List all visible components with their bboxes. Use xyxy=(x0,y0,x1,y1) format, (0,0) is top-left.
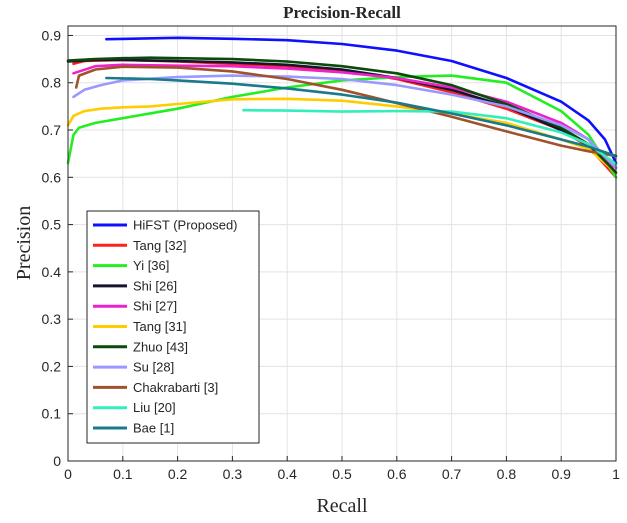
legend-entry-label: HiFST (Proposed) xyxy=(133,218,238,233)
y-tick-label: 0.8 xyxy=(42,75,62,91)
legend-entry-label: Shi [26] xyxy=(133,278,177,293)
series-line-3 xyxy=(66,58,618,170)
legend-entry-label: Tang [31] xyxy=(133,319,187,334)
series-lines xyxy=(66,36,618,179)
chart-title: Precision-Recall xyxy=(283,3,401,22)
legend-entry-label: Chakrabarti [3] xyxy=(133,380,218,395)
series-line-6 xyxy=(66,56,618,174)
series-line-10 xyxy=(105,76,618,158)
legend-entry-label: Liu [20] xyxy=(133,400,176,415)
legend-entry-label: Bae [1] xyxy=(133,421,174,436)
x-tick-label: 0.1 xyxy=(113,466,133,482)
series-line-9 xyxy=(242,108,618,166)
series-line-2 xyxy=(66,74,618,179)
legend-entry-label: Yi [36] xyxy=(133,258,169,273)
y-tick-label: 0.9 xyxy=(42,27,62,43)
series-line-0 xyxy=(105,36,618,165)
legend: HiFST (Proposed) Tang [32] Yi [36] Shi [26]… xyxy=(86,210,260,444)
x-tick-label: 0.9 xyxy=(551,466,571,482)
x-tick-label: 0.3 xyxy=(223,466,243,482)
x-axis-label: Recall xyxy=(316,495,368,517)
y-tick-label: 0.4 xyxy=(42,264,62,280)
legend-entry-label: Shi [27] xyxy=(133,299,177,314)
y-tick-label: 0.3 xyxy=(42,311,62,327)
series-line-7 xyxy=(72,74,618,170)
x-tick-label: 0.8 xyxy=(497,466,517,482)
y-tick-label: 0.1 xyxy=(42,406,62,422)
y-axis-label: Precision xyxy=(13,206,35,280)
y-tick-label: 0.5 xyxy=(42,217,62,233)
x-tick-label: 1 xyxy=(612,466,620,482)
y-tick-labels: 0 0.1 0.2 0.3 0.4 0.5 0.6 0.7 0.8 0.9 xyxy=(42,27,62,469)
legend-entry-label: Tang [32] xyxy=(133,238,187,253)
x-tick-labels: 0 0.1 0.2 0.3 0.4 0.5 0.6 0.7 0.8 0.9 1 xyxy=(64,466,620,482)
x-tick-label: 0.4 xyxy=(277,466,297,482)
y-tick-label: 0.6 xyxy=(42,169,62,185)
x-tick-label: 0.6 xyxy=(387,466,407,482)
x-tick-label: 0.7 xyxy=(442,466,462,482)
series-line-4 xyxy=(72,63,618,174)
series-line-8 xyxy=(74,65,618,158)
axes-box xyxy=(67,25,617,462)
y-tick-label: 0 xyxy=(53,453,61,469)
x-tick-label: 0 xyxy=(64,466,72,482)
y-tick-label: 0.7 xyxy=(42,122,62,138)
legend-entry-label: Zhuo [43] xyxy=(133,339,188,354)
x-tick-label: 0.5 xyxy=(332,466,352,482)
legend-entry-label: Su [28] xyxy=(133,360,174,375)
y-tick-label: 0.2 xyxy=(42,358,62,374)
x-tick-label: 0.2 xyxy=(168,466,188,482)
